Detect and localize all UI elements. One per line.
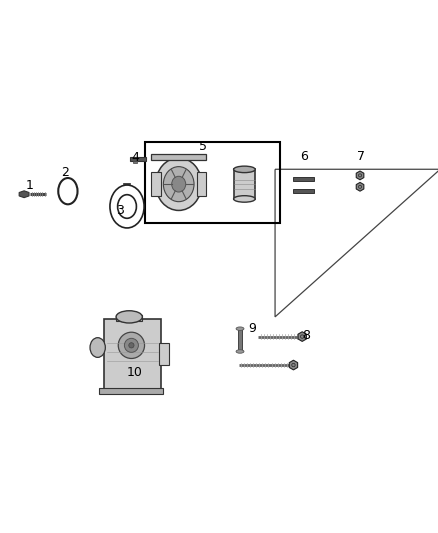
- Text: 9: 9: [248, 322, 256, 335]
- Bar: [159, 343, 169, 365]
- Text: 3: 3: [117, 204, 124, 217]
- Ellipse shape: [236, 350, 244, 353]
- Bar: [104, 319, 161, 391]
- Ellipse shape: [116, 311, 142, 323]
- Ellipse shape: [124, 338, 138, 352]
- Bar: [151, 172, 161, 197]
- Bar: [293, 189, 314, 193]
- Text: 8: 8: [303, 329, 311, 342]
- Ellipse shape: [163, 167, 194, 201]
- Bar: [99, 388, 163, 393]
- Ellipse shape: [129, 343, 134, 348]
- Bar: [151, 155, 206, 160]
- Text: 7: 7: [357, 150, 365, 163]
- Text: 10: 10: [127, 366, 143, 379]
- Polygon shape: [356, 171, 364, 180]
- Text: 2: 2: [61, 166, 69, 179]
- Ellipse shape: [155, 158, 201, 211]
- Ellipse shape: [172, 176, 186, 192]
- Text: 6: 6: [300, 150, 308, 163]
- Text: 4: 4: [131, 151, 139, 164]
- Polygon shape: [19, 191, 29, 198]
- Bar: [130, 157, 146, 160]
- Polygon shape: [356, 182, 364, 191]
- Ellipse shape: [90, 338, 105, 358]
- Polygon shape: [289, 360, 298, 370]
- Text: 1: 1: [26, 179, 34, 192]
- Ellipse shape: [118, 332, 145, 359]
- Ellipse shape: [236, 327, 244, 330]
- Bar: [116, 314, 142, 321]
- Bar: [293, 177, 314, 181]
- Bar: [233, 169, 255, 199]
- Text: 5: 5: [199, 140, 207, 152]
- Bar: [238, 329, 242, 351]
- Ellipse shape: [233, 166, 255, 173]
- Polygon shape: [298, 332, 307, 342]
- Bar: [145, 142, 280, 223]
- Bar: [133, 160, 137, 163]
- Ellipse shape: [233, 196, 255, 202]
- Bar: [197, 172, 206, 197]
